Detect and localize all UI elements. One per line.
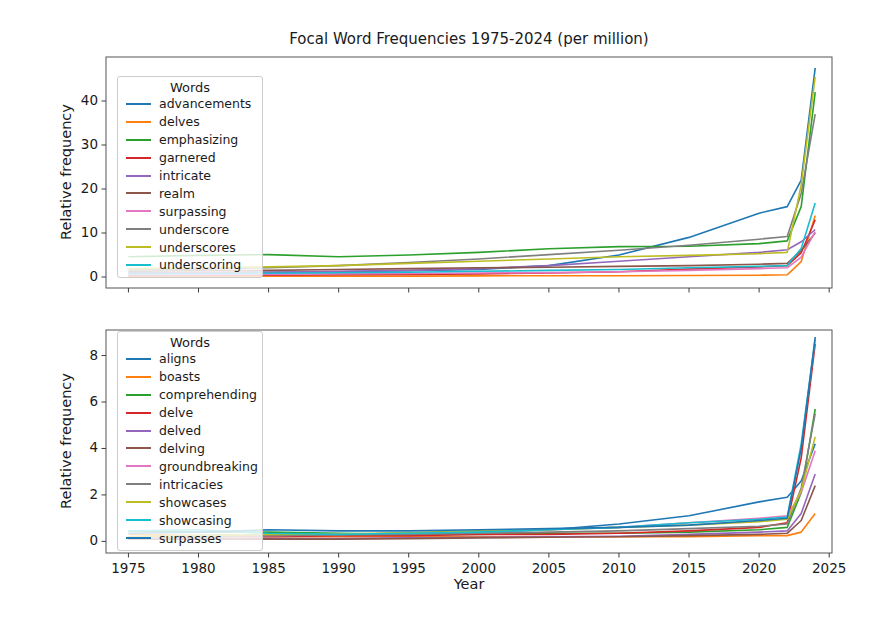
legend-item-underscores: underscores xyxy=(126,240,254,255)
legend-item-label: advancements xyxy=(159,96,251,111)
legend-item-intricate: intricate xyxy=(126,168,254,183)
legend-line-swatch xyxy=(126,358,151,360)
legend-title: Words xyxy=(126,335,254,350)
legend-item-label: aligns xyxy=(159,351,196,366)
x-tick-label: 1990 xyxy=(321,560,355,576)
legend-item-delved: delved xyxy=(126,423,254,438)
legend-item-label: surpasses xyxy=(159,531,221,546)
bottom-legend: Words aligns boasts comprehending delve delv… xyxy=(117,331,263,551)
top-legend: Words advancements delves emphasizing garne… xyxy=(117,76,263,278)
y-tick-label: 0 xyxy=(89,533,98,549)
legend-line-swatch xyxy=(126,412,151,414)
legend-line-swatch xyxy=(126,376,151,378)
legend-item-boasts: boasts xyxy=(126,369,254,384)
legend-item-label: delved xyxy=(159,423,201,438)
legend-item-label: groundbreaking xyxy=(159,459,258,474)
x-tick-label: 2015 xyxy=(672,560,706,576)
legend-item-showcasing: showcasing xyxy=(126,513,254,528)
legend-item-label: showcasing xyxy=(159,513,232,528)
figure: Focal Word Frequencies 1975-2024 (per mi… xyxy=(0,0,878,621)
legend-item-aligns: aligns xyxy=(126,351,254,366)
legend-item-label: delve xyxy=(159,405,193,420)
x-tick-label: 1995 xyxy=(392,560,426,576)
legend-line-swatch xyxy=(126,157,151,159)
legend-line-swatch xyxy=(126,139,151,141)
legend-item-surpassing: surpassing xyxy=(126,204,254,219)
legend-item-garnered: garnered xyxy=(126,150,254,165)
legend-item-intricacies: intricacies xyxy=(126,477,254,492)
legend-item-label: emphasizing xyxy=(159,132,238,147)
legend-line-swatch xyxy=(126,501,151,503)
x-tick-label: 2010 xyxy=(602,560,636,576)
legend-item-label: intricate xyxy=(159,168,211,183)
y-tick-label: 10 xyxy=(81,224,98,240)
legend-line-swatch xyxy=(126,465,151,467)
legend-items: aligns boasts comprehending delve delved delv… xyxy=(126,350,254,547)
legend-line-swatch xyxy=(126,121,151,123)
legend-item-label: underscore xyxy=(159,222,229,237)
legend-item-showcases: showcases xyxy=(126,495,254,510)
y-tick-label: 4 xyxy=(89,440,98,456)
legend-item-label: underscoring xyxy=(159,257,241,272)
legend-line-swatch xyxy=(126,264,151,266)
legend-item-realm: realm xyxy=(126,186,254,201)
legend-item-advancements: advancements xyxy=(126,96,254,111)
legend-title: Words xyxy=(126,80,254,95)
y-axis-label-top: Relative frequency xyxy=(58,104,74,240)
legend-item-label: boasts xyxy=(159,369,200,384)
legend-item-label: delves xyxy=(159,114,200,129)
x-tick-label: 2005 xyxy=(532,560,566,576)
y-tick-label: 0 xyxy=(89,268,98,284)
legend-item-underscoring: underscoring xyxy=(126,257,254,272)
y-tick-label: 6 xyxy=(89,393,98,409)
y-tick-label: 8 xyxy=(89,347,98,363)
legend-line-swatch xyxy=(126,175,151,177)
legend-item-groundbreaking: groundbreaking xyxy=(126,459,254,474)
legend-line-swatch xyxy=(126,483,151,485)
x-axis-label: Year xyxy=(454,576,485,592)
x-tick-label: 2025 xyxy=(812,560,846,576)
figure-title: Focal Word Frequencies 1975-2024 (per mi… xyxy=(289,30,648,48)
legend-line-swatch xyxy=(126,246,151,248)
x-tick-label: 1980 xyxy=(181,560,215,576)
y-axis-label-bottom: Relative frequency xyxy=(58,373,74,509)
legend-item-label: garnered xyxy=(159,150,216,165)
legend-item-label: intricacies xyxy=(159,477,223,492)
legend-item-comprehending: comprehending xyxy=(126,387,254,402)
x-tick-label: 1975 xyxy=(111,560,145,576)
legend-item-delve: delve xyxy=(126,405,254,420)
x-tick-label: 1985 xyxy=(251,560,285,576)
legend-line-swatch xyxy=(126,103,151,105)
legend-item-surpasses: surpasses xyxy=(126,531,254,546)
legend-item-label: underscores xyxy=(159,240,236,255)
legend-line-swatch xyxy=(126,210,151,212)
legend-line-swatch xyxy=(126,537,151,539)
legend-item-label: delving xyxy=(159,441,205,456)
y-tick-label: 20 xyxy=(81,180,98,196)
legend-line-swatch xyxy=(126,519,151,521)
legend-item-label: comprehending xyxy=(159,387,257,402)
legend-line-swatch xyxy=(126,447,151,449)
legend-item-emphasizing: emphasizing xyxy=(126,132,254,147)
y-tick-label: 40 xyxy=(81,92,98,108)
legend-item-delving: delving xyxy=(126,441,254,456)
legend-item-underscore: underscore xyxy=(126,222,254,237)
legend-items: advancements delves emphasizing garnered int… xyxy=(126,95,254,274)
x-tick-label: 2020 xyxy=(742,560,776,576)
legend-item-label: surpassing xyxy=(159,204,227,219)
legend-item-delves: delves xyxy=(126,114,254,129)
legend-line-swatch xyxy=(126,192,151,194)
legend-line-swatch xyxy=(126,228,151,230)
y-tick-label: 2 xyxy=(89,486,98,502)
x-tick-label: 2000 xyxy=(462,560,496,576)
y-tick-label: 30 xyxy=(81,136,98,152)
legend-item-label: realm xyxy=(159,186,195,201)
legend-item-label: showcases xyxy=(159,495,227,510)
legend-line-swatch xyxy=(126,430,151,432)
legend-line-swatch xyxy=(126,394,151,396)
